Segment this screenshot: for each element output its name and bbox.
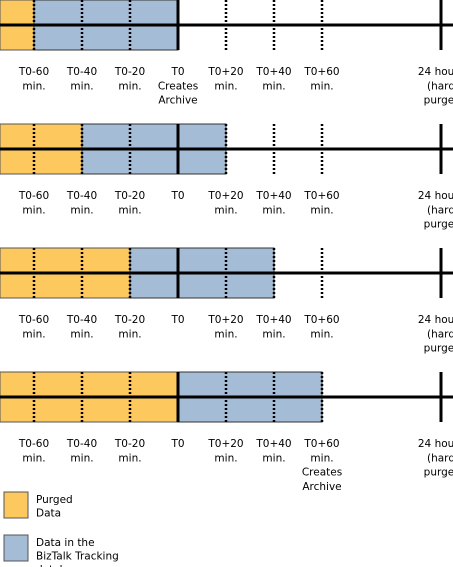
- tick-label: purge): [424, 467, 453, 479]
- tick-label: (hard: [427, 204, 453, 216]
- legend-label: Data in the: [36, 537, 95, 549]
- tick-label: min.: [214, 80, 237, 92]
- tick-label: min.: [70, 204, 93, 216]
- tick-label: min.: [118, 80, 141, 92]
- tick-label: (hard: [427, 80, 453, 92]
- tick-label: T0-60: [18, 314, 49, 326]
- tick-label: T0-60: [18, 438, 49, 450]
- tick-label: T0+20: [207, 314, 243, 326]
- tick-label: T0-60: [18, 66, 49, 78]
- tick-label: min.: [262, 328, 285, 340]
- tick-label: T0-40: [66, 314, 97, 326]
- tick-label: T0: [170, 438, 184, 450]
- tick-label: Archive: [302, 481, 341, 493]
- tick-label: min.: [214, 452, 237, 464]
- tick-label: T0+60: [303, 66, 339, 78]
- tick-label: min.: [310, 204, 333, 216]
- tick-label: T0-40: [66, 66, 97, 78]
- tick-label: 24 hours: [418, 190, 453, 202]
- tick-label: 24 hours: [418, 66, 453, 78]
- legend-label: BizTalk Tracking: [36, 551, 119, 563]
- tick-label: 24 hours: [418, 314, 453, 326]
- tick-label: T0+60: [303, 314, 339, 326]
- tick-label: T0+60: [303, 438, 339, 450]
- tick-label: min.: [22, 452, 45, 464]
- tick-label: min.: [118, 452, 141, 464]
- tick-label: T0+40: [255, 438, 291, 450]
- tick-label: T0-20: [114, 438, 145, 450]
- tick-label: purge): [424, 219, 453, 231]
- tick-label: min.: [118, 328, 141, 340]
- tick-label: min.: [22, 204, 45, 216]
- tick-label: min.: [118, 204, 141, 216]
- tick-label: min.: [70, 452, 93, 464]
- tick-label: T0+20: [207, 438, 243, 450]
- legend-purged-swatch: [3, 491, 29, 519]
- tick-label: min.: [22, 80, 45, 92]
- tick-label: min.: [310, 452, 333, 464]
- legend-label: Data: [36, 508, 61, 520]
- tick-label: T0-40: [66, 438, 97, 450]
- tick-label: T0-20: [114, 66, 145, 78]
- tick-label: T0+60: [303, 190, 339, 202]
- tick-label: T0+40: [255, 190, 291, 202]
- tick-label: Archive: [158, 95, 197, 107]
- tick-label: min.: [262, 452, 285, 464]
- tick-label: min.: [70, 80, 93, 92]
- tick-label: T0+20: [207, 190, 243, 202]
- tick-label: min.: [70, 328, 93, 340]
- tick-label: T0+40: [255, 66, 291, 78]
- tick-label: min.: [310, 80, 333, 92]
- tick-label: Creates: [158, 80, 198, 92]
- legend-tracking-swatch: [3, 534, 29, 562]
- tick-label: T0-20: [114, 190, 145, 202]
- tick-label: T0-20: [114, 314, 145, 326]
- tick-label: (hard: [427, 452, 453, 464]
- tick-label: min.: [214, 328, 237, 340]
- tick-label: T0: [170, 66, 184, 78]
- tick-label: purge): [424, 95, 453, 107]
- tick-label: min.: [262, 204, 285, 216]
- tick-label: T0: [170, 314, 184, 326]
- tick-label: min.: [310, 328, 333, 340]
- tick-label: purge): [424, 343, 453, 355]
- tick-label: T0-60: [18, 190, 49, 202]
- legend-label: Purged: [36, 494, 73, 506]
- tick-label: 24 hours: [418, 438, 453, 450]
- tick-label: T0: [170, 190, 184, 202]
- tick-label: Creates: [302, 467, 342, 479]
- tick-label: min.: [262, 80, 285, 92]
- tick-label: T0+20: [207, 66, 243, 78]
- tick-label: min.: [214, 204, 237, 216]
- legend-label: database: [36, 564, 85, 567]
- tick-label: T0-40: [66, 190, 97, 202]
- tick-label: min.: [22, 328, 45, 340]
- tick-label: (hard: [427, 328, 453, 340]
- tick-label: T0+40: [255, 314, 291, 326]
